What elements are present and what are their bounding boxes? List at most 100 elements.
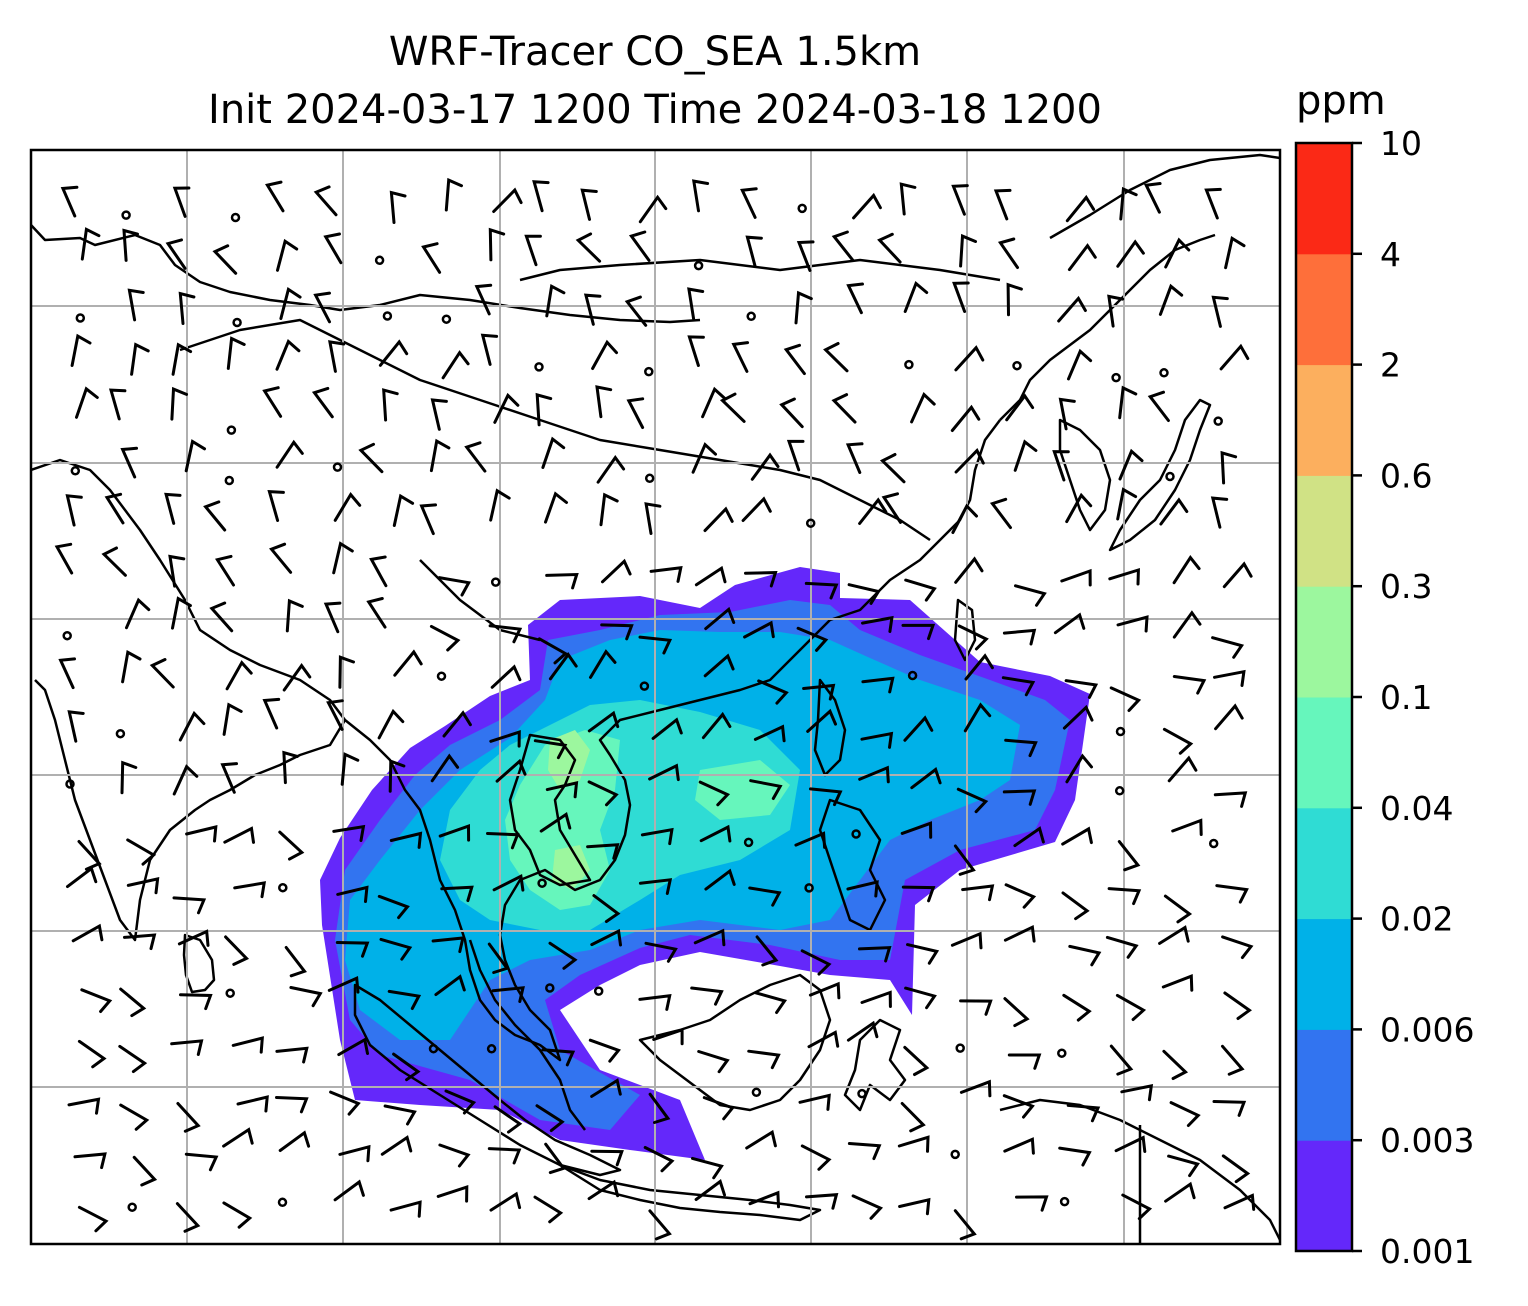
wind-barb [601, 558, 632, 584]
wind-barb [488, 227, 506, 262]
wind-barb [588, 1038, 621, 1063]
wind-barb [493, 1105, 523, 1134]
wind-barb [858, 765, 890, 784]
wind-barb [444, 1089, 477, 1115]
wind-barb [275, 1046, 309, 1064]
wind-barb [649, 565, 683, 583]
wind-barb [910, 391, 936, 424]
wind-barb [275, 338, 301, 371]
wind-barb [60, 185, 79, 218]
wind-barb [544, 491, 568, 524]
wind-barb [495, 758, 527, 783]
wind-barb [67, 710, 85, 743]
wind-barb [464, 441, 487, 473]
calm-wind-circle [907, 670, 918, 681]
wind-barb [901, 623, 936, 641]
coastline-sumatra [353, 983, 622, 1177]
wind-barb [127, 288, 145, 322]
wind-barb [387, 989, 422, 1010]
wind-barb [1005, 393, 1035, 422]
wind-barb [1058, 397, 1076, 431]
wind-barb [1003, 997, 1030, 1028]
wind-barb [1224, 236, 1246, 270]
wind-barb [745, 235, 763, 268]
calm-wind-circle [277, 1197, 288, 1208]
wind-barb [858, 497, 888, 525]
wind-barb [1223, 1193, 1256, 1211]
wind-barb [1107, 294, 1125, 328]
wind-barb [172, 896, 207, 915]
wind-barb [628, 230, 651, 262]
wind-barb [704, 868, 736, 891]
wind-barb [533, 739, 568, 760]
wind-barb [1143, 182, 1162, 214]
wind-barb [591, 339, 618, 370]
wind-barb [168, 554, 186, 588]
calm-wind-circle [278, 882, 288, 893]
wind-barb [282, 663, 312, 692]
wind-barb [429, 624, 461, 652]
wind-barb [1109, 1044, 1134, 1076]
wind-barb [1164, 1181, 1196, 1203]
wind-barb [906, 943, 940, 965]
wind-barb [595, 385, 613, 419]
wind-barb [440, 885, 474, 903]
wind-barb [809, 787, 843, 807]
calm-wind-circle [851, 829, 861, 839]
wind-barbs [54, 177, 1256, 1241]
map-title-line-2: Init 2024-03-17 1200 Time 2024-03-18 120… [208, 87, 1102, 133]
wind-barb [648, 763, 680, 782]
wind-barb [697, 1050, 730, 1074]
calm-wind-circle [644, 473, 655, 484]
coastline-new-guinea [999, 1098, 1280, 1241]
wind-barb [903, 280, 929, 313]
coastline-malay-peninsula [468, 939, 586, 1131]
colorbar-tick-label: 0.001 [1380, 1232, 1474, 1271]
wind-barb [786, 439, 805, 472]
calm-wind-circle [486, 1044, 497, 1054]
wind-barb [338, 655, 355, 689]
calm-wind-circle [226, 425, 237, 435]
wind-barb [1222, 561, 1253, 589]
wind-barb [123, 933, 157, 951]
wind-barb [236, 1095, 269, 1113]
coastlines [31, 153, 1280, 1244]
wind-barb [104, 492, 125, 525]
wind-barb [1119, 186, 1138, 221]
wind-barb [336, 885, 369, 903]
colorbar-tick-label: 0.6 [1380, 456, 1432, 495]
wind-barb [846, 282, 864, 315]
wind-barb [224, 935, 250, 966]
wind-barb [118, 1044, 148, 1074]
calm-wind-circle [428, 1043, 439, 1054]
calm-wind-circle [804, 883, 814, 893]
wind-barb [165, 238, 187, 270]
colorbar-tick-label: 10 [1380, 124, 1422, 163]
wind-barb [1052, 450, 1070, 482]
wind-barb [1171, 818, 1203, 836]
wind-barb [1003, 1137, 1035, 1155]
wind-barb [378, 339, 409, 367]
calm-wind-circle [1115, 726, 1126, 737]
wind-barb [852, 192, 882, 220]
coastline-india [31, 458, 347, 942]
wind-barb [278, 1130, 311, 1152]
coastline-northeast-asia [1049, 153, 1280, 240]
wind-barb [492, 874, 525, 892]
wind-barb [185, 825, 218, 843]
wind-barb [149, 658, 175, 689]
wind-barb [1223, 991, 1252, 1020]
wind-barb [644, 502, 662, 535]
wind-barb [731, 341, 750, 373]
wind-barb [575, 232, 602, 263]
wind-barb [262, 697, 281, 730]
wind-barb [121, 649, 142, 684]
colorbar-tick-label: 2 [1380, 346, 1401, 385]
wind-barb [1121, 1193, 1153, 1221]
wind-barb [369, 555, 388, 588]
wind-barb [492, 187, 523, 213]
colorbar-tick-label: 0.1 [1380, 678, 1432, 717]
wind-barb [175, 1202, 201, 1233]
colorbar-segment-2 [1296, 918, 1352, 1030]
wind-barb [541, 436, 566, 469]
